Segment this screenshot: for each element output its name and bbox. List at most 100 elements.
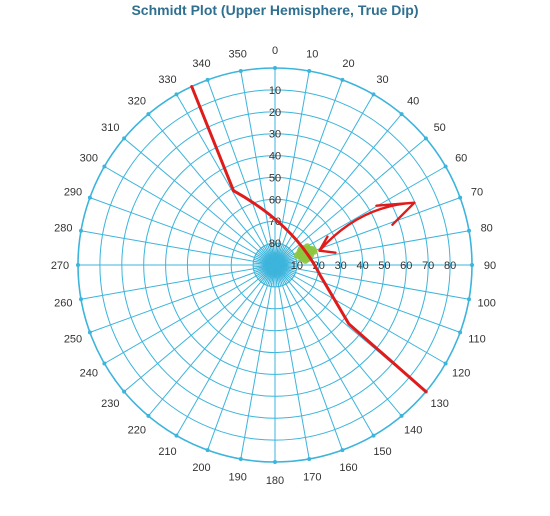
tick-dot bbox=[122, 389, 127, 394]
tick-dot bbox=[238, 69, 243, 73]
azimuth-label: 100 bbox=[478, 297, 496, 309]
azimuth-label: 70 bbox=[471, 187, 483, 199]
dip-label-vertical: 10 bbox=[269, 85, 281, 97]
tick-dot bbox=[371, 92, 376, 97]
grid-spoke bbox=[274, 264, 461, 333]
azimuth-label: 290 bbox=[64, 187, 82, 199]
tick-dot bbox=[146, 413, 151, 418]
azimuth-label: 300 bbox=[80, 153, 98, 165]
grid-spoke bbox=[123, 264, 276, 392]
grid-spoke bbox=[207, 79, 276, 266]
dip-label-vertical: 30 bbox=[269, 129, 281, 141]
dip-label-vertical: 70 bbox=[269, 216, 281, 228]
grid-spoke bbox=[176, 264, 276, 436]
azimuth-label: 260 bbox=[54, 297, 72, 309]
azimuth-label: 280 bbox=[54, 223, 72, 235]
azimuth-label: 180 bbox=[266, 475, 284, 487]
azimuth-label: 130 bbox=[431, 398, 449, 410]
grid-spoke bbox=[80, 230, 276, 266]
grid-spoke bbox=[274, 264, 374, 436]
tick-dot bbox=[174, 92, 179, 97]
grid-spoke bbox=[148, 264, 276, 417]
azimuth-label: 0 bbox=[272, 45, 278, 57]
data-point bbox=[305, 245, 312, 252]
polar-grid bbox=[76, 66, 474, 464]
azimuth-label: 20 bbox=[342, 58, 354, 70]
azimuth-label: 190 bbox=[229, 472, 247, 484]
azimuth-label: 250 bbox=[64, 334, 82, 346]
dip-label-horizontal: 10 bbox=[291, 260, 303, 272]
grid-spoke bbox=[104, 264, 276, 364]
azimuth-label: 310 bbox=[101, 122, 119, 134]
tick-dot bbox=[174, 433, 179, 438]
dip-label-vertical: 80 bbox=[269, 238, 281, 250]
center-dot bbox=[271, 261, 279, 269]
azimuth-label: 50 bbox=[434, 122, 446, 134]
tick-dot bbox=[87, 195, 92, 200]
dip-label-horizontal: 30 bbox=[335, 260, 347, 272]
azimuth-label: 340 bbox=[192, 58, 210, 70]
tick-dot bbox=[307, 457, 312, 461]
azimuth-label: 40 bbox=[407, 95, 419, 107]
azimuth-label: 230 bbox=[101, 398, 119, 410]
tick-dot bbox=[87, 330, 92, 335]
azimuth-label: 210 bbox=[158, 446, 176, 458]
grid-spoke bbox=[176, 94, 276, 266]
dip-label-vertical: 50 bbox=[269, 172, 281, 184]
grid-spoke bbox=[123, 138, 276, 266]
data-point bbox=[310, 246, 317, 253]
tick-dot bbox=[340, 448, 345, 453]
tick-dot bbox=[458, 195, 463, 200]
data-point bbox=[299, 254, 306, 261]
dip-label-horizontal: 40 bbox=[356, 260, 368, 272]
tick-dot bbox=[146, 112, 151, 117]
azimuth-label: 80 bbox=[481, 223, 493, 235]
chart-title: Schmidt Plot (Upper Hemisphere, True Dip… bbox=[131, 2, 419, 18]
grid-spoke bbox=[274, 264, 402, 417]
tick-dot bbox=[443, 361, 448, 366]
tick-dot bbox=[399, 112, 404, 117]
azimuth-label: 10 bbox=[306, 48, 318, 60]
tick-dot bbox=[102, 164, 107, 169]
grid-spoke bbox=[207, 264, 276, 451]
dip-label-vertical: 40 bbox=[269, 151, 281, 163]
grid-spoke bbox=[274, 264, 470, 300]
tick-dot bbox=[205, 77, 210, 82]
tick-dot bbox=[423, 136, 428, 141]
grid-spoke bbox=[274, 70, 310, 266]
annotations bbox=[190, 85, 428, 394]
azimuth-label: 30 bbox=[376, 74, 388, 86]
dip-label-horizontal: 80 bbox=[444, 260, 456, 272]
strike-line-annotation bbox=[190, 85, 428, 394]
azimuth-label: 60 bbox=[455, 153, 467, 165]
tick-dot bbox=[273, 66, 277, 70]
azimuth-label: 350 bbox=[229, 48, 247, 60]
grid-spoke bbox=[89, 264, 276, 333]
tick-dot bbox=[79, 297, 83, 302]
tick-dot bbox=[122, 136, 127, 141]
grid-spoke bbox=[274, 79, 343, 266]
tick-dot bbox=[307, 69, 312, 73]
tick-dot bbox=[443, 164, 448, 169]
azimuth-label: 320 bbox=[128, 95, 146, 107]
tick-dot bbox=[371, 433, 376, 438]
azimuth-label: 330 bbox=[158, 74, 176, 86]
azimuth-label: 110 bbox=[468, 334, 486, 346]
tick-dot bbox=[79, 228, 83, 233]
dip-label-horizontal: 60 bbox=[400, 260, 412, 272]
azimuth-label: 120 bbox=[452, 368, 470, 380]
dip-label-horizontal: 70 bbox=[422, 260, 434, 272]
azimuth-label: 150 bbox=[373, 446, 391, 458]
tick-dot bbox=[467, 228, 471, 233]
azimuth-label: 160 bbox=[339, 462, 357, 474]
dip-label-vertical: 20 bbox=[269, 107, 281, 119]
tick-dot bbox=[470, 263, 474, 267]
grid-spoke bbox=[104, 166, 276, 266]
tick-dot bbox=[76, 263, 80, 267]
grid-spoke bbox=[89, 197, 276, 266]
azimuth-label: 90 bbox=[484, 260, 496, 272]
azimuth-label: 140 bbox=[404, 425, 422, 437]
grid-spoke bbox=[240, 264, 276, 460]
